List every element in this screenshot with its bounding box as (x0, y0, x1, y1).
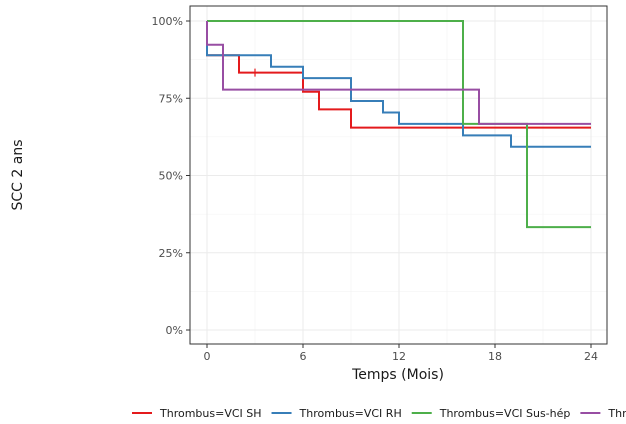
y-axis-title: SCC 2 ans (10, 140, 26, 211)
series-line-3 (206, 21, 591, 125)
legend-label-0: Thrombus=VCI SH (159, 407, 262, 420)
x-axis: 0 6 12 18 24 (204, 344, 598, 363)
series-layer (206, 20, 591, 229)
legend-label-1: Thrombus=VCI RH (299, 407, 402, 420)
grid (190, 6, 607, 344)
y-tick-label-1: 25% (159, 247, 183, 260)
x-tick-label-2: 12 (392, 350, 406, 363)
legend: Thrombus=VCI SH Thrombus=VCI RH Thrombus=V… (132, 407, 626, 420)
y-tick-label-0: 0% (166, 324, 183, 337)
x-tick-label-0: 0 (204, 350, 211, 363)
series-line-1 (206, 21, 591, 148)
x-tick-label-3: 18 (488, 350, 502, 363)
y-tick-label-3: 75% (159, 92, 183, 105)
x-tick-label-1: 6 (300, 350, 307, 363)
y-tick-label-4: 100% (152, 15, 183, 28)
legend-label-2: Thrombus=VCI Sus-hép (439, 407, 571, 420)
y-tick-label-2: 50% (159, 170, 183, 183)
x-axis-title: Temps (Mois) (351, 367, 444, 383)
x-tick-label-4: 24 (584, 350, 598, 363)
y-axis: 0% 25% 50% 75% 100% (152, 15, 190, 337)
legend-label-3: Thr (607, 407, 626, 420)
